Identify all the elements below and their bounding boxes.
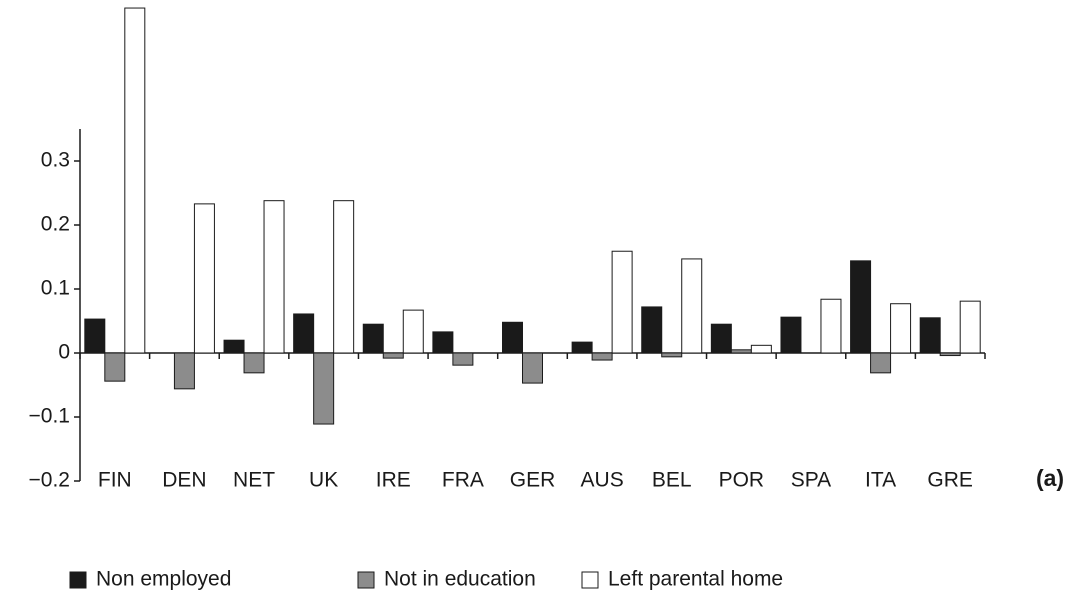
bar (939, 352, 961, 357)
bar (820, 298, 842, 354)
x-tick-label: DEN (162, 469, 206, 492)
legend-swatch (69, 571, 87, 589)
bar (402, 309, 424, 354)
bar (522, 352, 543, 384)
x-tick-label: ITA (865, 469, 896, 492)
bar (611, 250, 633, 354)
legend-swatch (357, 571, 375, 589)
x-tick-label: UK (309, 469, 338, 492)
y-tick-label: −0.2 (29, 469, 70, 492)
x-tick-label: POR (719, 469, 765, 492)
bar (452, 352, 474, 366)
x-tick-label: GER (510, 469, 556, 492)
panel-label: (a) (1036, 465, 1064, 491)
bar (502, 321, 523, 354)
bar (661, 352, 683, 358)
x-tick-label: FIN (98, 469, 132, 492)
bar (382, 352, 404, 359)
x-tick-label: NET (233, 469, 275, 492)
bar (780, 316, 802, 354)
bar (641, 306, 663, 354)
y-tick-label: −0.1 (29, 405, 70, 428)
y-tick-label: 0.3 (41, 149, 70, 172)
bar (293, 313, 315, 354)
bar (193, 203, 215, 354)
bar (919, 317, 941, 354)
bar (730, 349, 752, 354)
bar (710, 323, 732, 354)
legend-label: Not in education (384, 568, 536, 591)
x-tick-label: BEL (652, 469, 692, 492)
bar (681, 258, 703, 354)
bar (263, 200, 285, 354)
bar (750, 344, 772, 354)
x-tick-label: FRA (442, 469, 484, 492)
bar (243, 352, 265, 374)
bar (333, 200, 355, 354)
bar (591, 352, 613, 361)
y-tick-label: 0 (58, 341, 70, 364)
x-tick-label: GRE (927, 469, 973, 492)
y-tick-label: 0.2 (41, 213, 70, 236)
bar (432, 331, 454, 354)
bar (84, 318, 106, 354)
bar (104, 352, 126, 382)
bar (362, 323, 384, 354)
bar (870, 352, 892, 374)
bar (571, 341, 593, 354)
bar (124, 7, 146, 354)
legend-label: Non employed (96, 568, 231, 591)
bar (223, 339, 245, 354)
bar (890, 303, 912, 354)
x-tick-label: AUS (581, 469, 624, 492)
bar (959, 300, 981, 354)
bar (173, 352, 195, 390)
bar (850, 260, 872, 354)
bar (313, 352, 335, 425)
x-tick-label: IRE (376, 469, 411, 492)
legend-swatch (581, 571, 599, 589)
x-tick-label: SPA (791, 469, 831, 492)
legend-label: Left parental home (608, 568, 783, 591)
y-tick-label: 0.1 (41, 277, 70, 300)
